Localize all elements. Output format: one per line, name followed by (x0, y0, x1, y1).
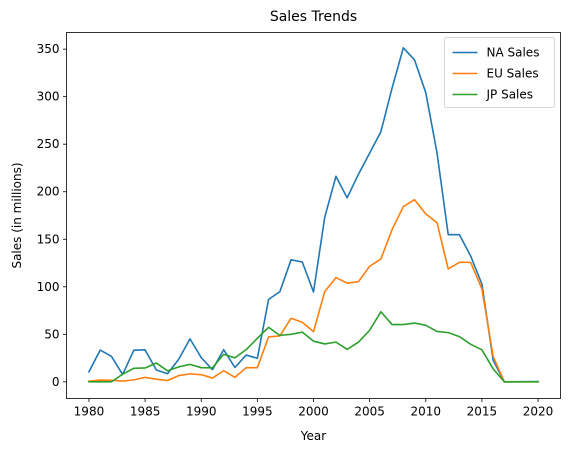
y-axis: 0 50 100 150 200 250 300 350 (37, 42, 67, 389)
y-tick-label: 0 (52, 375, 60, 389)
y-axis-label: Sales (in millions) (10, 162, 24, 268)
y-tick-label: 300 (37, 90, 60, 104)
y-tick-label: 350 (37, 42, 60, 56)
y-tick-label: 150 (37, 232, 60, 246)
x-axis: 1980 1985 1990 1995 2000 2005 2010 2015 2020 (74, 398, 554, 419)
y-tick-label: 250 (37, 137, 60, 151)
plot-area (87, 47, 539, 383)
legend-label: JP Sales (486, 88, 534, 102)
series-line-jp-sales (88, 311, 539, 383)
x-tick-label: 2010 (410, 405, 441, 419)
y-tick-label: 100 (37, 280, 60, 294)
chart-title: Sales Trends (270, 9, 357, 25)
legend-label: NA Sales (487, 46, 540, 60)
x-tick-label: 1985 (130, 405, 161, 419)
legend: NA Sales EU Sales JP Sales (444, 37, 555, 108)
y-tick-label: 200 (37, 185, 60, 199)
legend-label: EU Sales (487, 67, 539, 81)
x-tick-label: 1980 (74, 405, 105, 419)
series-line-na-sales (87, 47, 539, 383)
x-tick-label: 2005 (354, 405, 385, 419)
x-tick-label: 2000 (298, 405, 329, 419)
x-axis-label: Year (300, 429, 326, 443)
x-tick-label: 2015 (467, 405, 498, 419)
x-tick-label: 1995 (242, 405, 273, 419)
x-tick-label: 2020 (523, 405, 554, 419)
x-tick-label: 1990 (186, 405, 217, 419)
y-tick-label: 50 (44, 327, 59, 341)
legend-frame (444, 37, 555, 108)
series-line-eu-sales (88, 198, 539, 383)
